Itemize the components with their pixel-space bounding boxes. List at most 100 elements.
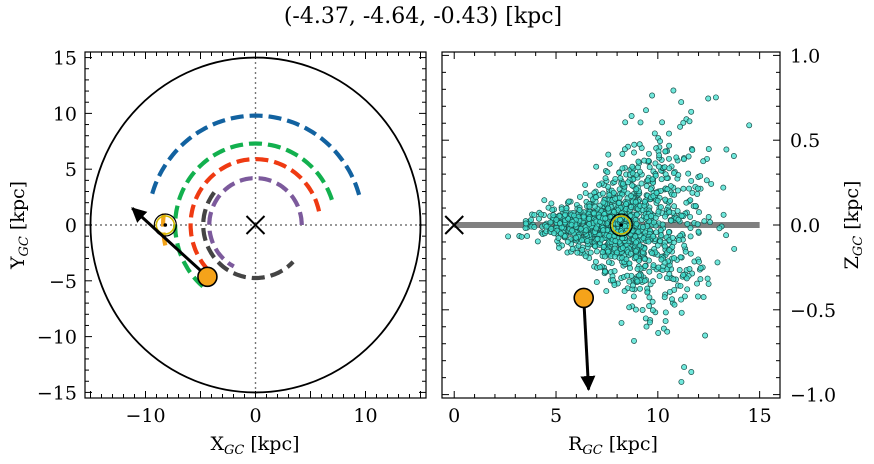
scatter-point	[572, 234, 579, 241]
scatter-point	[637, 285, 643, 292]
scatter-point	[626, 304, 633, 311]
scatter-point	[562, 233, 568, 240]
scatter-point	[665, 229, 672, 236]
scatter-point	[678, 212, 685, 219]
scatter-point	[633, 186, 640, 193]
scatter-point	[593, 279, 600, 286]
sun-ring	[155, 215, 176, 235]
scatter-point	[694, 280, 700, 287]
scatter-point	[643, 183, 650, 189]
scatter-point	[720, 211, 727, 218]
scatter-point	[655, 208, 662, 215]
scatter-point	[556, 220, 563, 227]
scatter-point	[707, 219, 714, 226]
scatter-point	[675, 187, 681, 194]
scatter-point	[705, 214, 712, 220]
scatter-point	[696, 209, 702, 216]
scatter-point	[666, 271, 673, 278]
scatter-point	[632, 306, 639, 313]
left-panel: −10 0 10 −15 −10 −5 0 5 10 15 XGC [kpc] YGC [kpc]	[7, 48, 427, 458]
left-y-axis-label: YGC [kpc]	[7, 181, 32, 270]
arc-series-purple	[207, 175, 304, 269]
scatter-point	[666, 130, 672, 137]
scatter-point	[629, 163, 636, 170]
scatter-point	[645, 150, 652, 157]
scatter-point	[723, 232, 730, 239]
scatter-point	[680, 185, 687, 192]
scatter-point	[677, 123, 684, 130]
scatter-point	[655, 163, 662, 170]
scatter-point	[677, 254, 684, 261]
scatter-point	[689, 147, 696, 154]
scatter-point	[686, 118, 693, 125]
scatter-point	[703, 177, 710, 184]
scatter-point	[586, 203, 593, 210]
scatter-point	[670, 170, 677, 176]
scatter-point	[714, 259, 721, 266]
scatter-point	[550, 212, 557, 219]
scatter-point	[596, 264, 603, 271]
scatter-point	[646, 294, 653, 301]
scatter-point	[630, 293, 637, 300]
scatter-point	[645, 238, 652, 245]
scatter-point	[631, 141, 638, 148]
scatter-point	[666, 165, 673, 172]
scatter-point	[681, 242, 688, 249]
arc-series-orange	[161, 213, 169, 250]
scatter-point	[604, 169, 611, 176]
sun-center-dot-right	[619, 223, 623, 227]
scatter-point	[629, 170, 636, 177]
scatter-point	[668, 217, 675, 224]
scatter-point	[641, 198, 648, 205]
scatter-point	[683, 275, 690, 282]
scatter-point	[557, 230, 564, 237]
scatter-point	[616, 169, 623, 176]
scatter-point	[659, 119, 666, 126]
galactic-center-marker	[245, 215, 266, 235]
scatter-point	[681, 364, 688, 371]
right-x-tick-label: 5	[550, 405, 562, 427]
scatter-point	[695, 293, 701, 300]
scatter-point	[702, 332, 709, 339]
scatter-point	[643, 107, 649, 114]
scatter-point	[694, 185, 701, 192]
scatter-point	[662, 318, 669, 325]
scatter-point	[634, 265, 641, 272]
scatter-point	[687, 213, 694, 220]
scatter-point	[534, 238, 541, 245]
scatter-point	[680, 272, 687, 278]
scatter-point	[636, 141, 643, 148]
scatter-point	[658, 176, 665, 183]
scatter-point	[634, 278, 641, 285]
scatter-point	[686, 185, 692, 192]
scatter-point	[730, 153, 737, 159]
scatter-point	[609, 277, 616, 284]
left-x-tick-label: 10	[353, 405, 377, 427]
scatter-point	[632, 248, 639, 255]
scatter-point	[611, 268, 618, 275]
left-y-tick-label: 10	[53, 103, 77, 125]
right-y-tick-label: −0.5	[790, 300, 836, 322]
scatter-point	[586, 215, 592, 222]
arc-series-red	[188, 156, 322, 276]
scatter-point	[685, 170, 692, 177]
scatter-point	[678, 296, 685, 303]
scatter-point	[675, 237, 682, 244]
scatter-point	[632, 233, 639, 240]
scatter-point	[592, 258, 599, 265]
scatter-point	[650, 233, 657, 240]
scatter-point	[505, 233, 512, 240]
scatter-point	[602, 268, 608, 275]
scatter-point	[671, 301, 678, 308]
scatter-point	[563, 205, 570, 212]
scatter-point	[522, 220, 529, 227]
scatter-point	[705, 146, 712, 152]
left-ticks	[85, 52, 426, 398]
velocity-arrow	[131, 207, 209, 278]
scatter-point	[662, 196, 669, 203]
scatter-point	[658, 256, 665, 263]
scatter-point	[606, 160, 613, 167]
scatter-point	[621, 223, 628, 230]
scatter-point	[556, 244, 562, 251]
scatter-point	[644, 289, 651, 296]
